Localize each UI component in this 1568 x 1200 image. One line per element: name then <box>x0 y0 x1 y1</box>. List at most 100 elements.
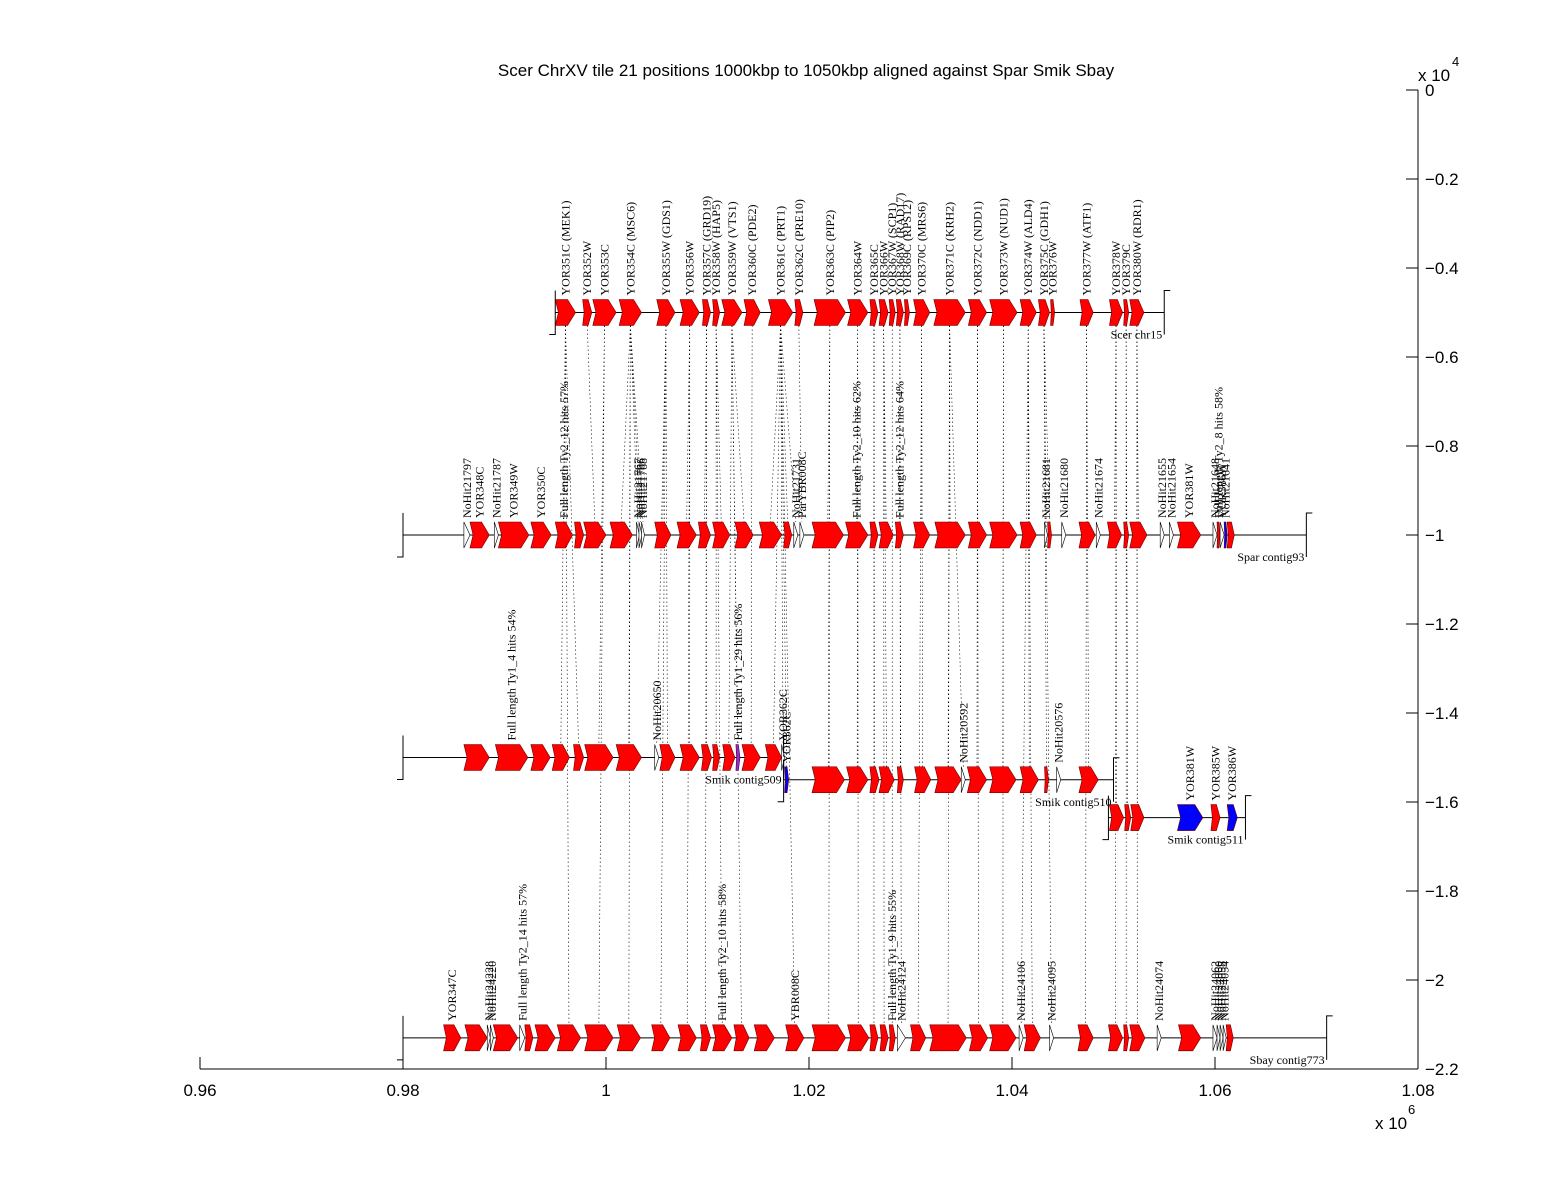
gene-arrow <box>1109 804 1124 831</box>
homology-connector <box>565 325 579 745</box>
gene-arrow <box>869 1024 879 1052</box>
y-tick-label: −1.4 <box>1425 704 1459 723</box>
gene-arrow <box>584 1024 614 1052</box>
contig-start-bracket <box>1102 795 1109 841</box>
gene-arrow <box>989 299 1018 326</box>
contig-start-bracket <box>397 1015 404 1061</box>
x-tick-label: 1.06 <box>1198 1081 1231 1100</box>
homology-connector <box>1020 325 1029 1025</box>
gene-arrow <box>869 299 879 326</box>
gene-arrow <box>677 1024 697 1052</box>
homology-connector <box>1115 325 1117 1025</box>
gene-arrow <box>1219 521 1225 549</box>
x-tick-label: 1 <box>601 1081 610 1100</box>
homology-connector <box>1085 325 1087 1025</box>
gene-arrow <box>1226 521 1235 549</box>
gene-label: YOR368W (RAD17) <box>893 193 907 296</box>
gene-arrow <box>701 744 712 771</box>
homology-connector <box>1043 325 1050 523</box>
gene-arrow <box>1216 1024 1221 1051</box>
gene-arrow <box>1019 521 1037 549</box>
gene-arrow <box>904 299 910 326</box>
gene-label: YOR370C (MRS6) <box>915 202 929 296</box>
gene-label: YOR373W (NUD1) <box>996 198 1010 295</box>
gene-arrow <box>443 1024 462 1052</box>
gene-label: YOR374W (ALD4) <box>1021 199 1035 295</box>
gene-label: NoHit21654 <box>1164 458 1178 518</box>
gene-label: YOR371C (KRH2) <box>943 202 957 296</box>
gene-label: YOR385W <box>1209 745 1223 800</box>
gene-label: NoHit24058 <box>1215 961 1229 1021</box>
gene-arrow <box>1038 299 1050 326</box>
homology-connector <box>728 325 733 745</box>
gene-arrow <box>636 521 640 549</box>
gene-arrow <box>1129 1024 1146 1052</box>
gene-arrow <box>494 744 529 771</box>
gene-arrow <box>897 1023 906 1052</box>
gene-arrow <box>489 1024 494 1051</box>
gene-arrow <box>768 299 794 326</box>
y-tick-label: −1.6 <box>1425 793 1459 812</box>
gene-label: YBR008C <box>788 970 802 1021</box>
gene-arrow <box>1050 299 1055 326</box>
gene-arrow <box>735 744 741 771</box>
gene-arrow <box>1177 521 1202 549</box>
gene-arrow <box>1216 521 1221 549</box>
y-tick-label: −2 <box>1425 971 1444 990</box>
gene-arrow <box>712 1024 733 1052</box>
gene-label: YOR362C <box>776 689 790 740</box>
gene-label: Full length Ty1_4 hits 54% <box>505 610 519 741</box>
gene-arrow <box>638 521 643 549</box>
gene-arrow <box>811 521 844 549</box>
gene-arrow <box>933 299 966 326</box>
homology-connector <box>1125 325 1129 805</box>
gene-arrow <box>1223 521 1228 549</box>
gene-label: YOR353C <box>597 244 611 295</box>
homology-connector <box>705 325 707 1025</box>
chart-title: Scer ChrXV tile 21 positions 1000kbp to … <box>498 61 1115 80</box>
homology-connector <box>917 325 922 1025</box>
gene-label: Full length Ty2_14 hits 57% <box>515 884 529 1021</box>
x-tick-label: 0.96 <box>183 1081 216 1100</box>
gene-label: YOR379C <box>1119 244 1133 295</box>
gene-arrow <box>700 1024 711 1052</box>
gene-label: YOR375C (GDH1) <box>1037 201 1051 295</box>
gene-arrow <box>1078 766 1099 794</box>
gene-arrow <box>1178 1024 1202 1052</box>
gene-arrow <box>910 1024 927 1052</box>
gene-label: NoHit21648 <box>1208 458 1222 518</box>
gene-label: YOR364W <box>851 240 865 295</box>
gene-arrow <box>679 299 700 326</box>
gene-arrow <box>1095 521 1101 549</box>
gene-arrow <box>1169 521 1174 549</box>
gene-label: NoHit21787 <box>489 458 503 518</box>
gene-arrow <box>1077 1024 1094 1052</box>
gene-arrow <box>888 1024 896 1052</box>
contig-label: Smik contig510 <box>1035 795 1111 809</box>
gene-label: YOR386W <box>1225 745 1239 800</box>
homology-connector <box>715 325 722 523</box>
gene-arrow <box>1130 804 1145 831</box>
gene-arrow <box>764 744 782 771</box>
gene-arrow <box>592 299 617 326</box>
gene-arrow <box>846 766 869 794</box>
gene-label: Full length Ty2_10 hits 58% <box>715 884 729 1021</box>
gene-arrow <box>1212 1024 1218 1051</box>
homology-connector <box>857 325 859 1025</box>
gene-arrow <box>888 299 896 326</box>
gene-arrow <box>1049 1024 1054 1051</box>
gene-arrow <box>913 521 931 549</box>
gene-arrow <box>534 1024 556 1052</box>
gene-arrow <box>551 744 570 771</box>
homology-connector <box>1027 325 1033 1025</box>
label-layer: YOR351C (MEK1) YOR352W YOR353C YOR354C (MSC… <box>445 193 1239 1021</box>
homology-connector <box>1136 325 1138 805</box>
homology-connector <box>565 325 570 1025</box>
homology-connector <box>780 325 797 523</box>
gene-label: NoHit21674 <box>1091 458 1105 518</box>
homology-connector <box>656 325 667 745</box>
gene-arrow <box>894 521 904 549</box>
gene-label: YOR349W <box>507 463 521 518</box>
gene-label: YOR350C <box>534 467 548 518</box>
gene-arrow <box>1109 299 1123 326</box>
